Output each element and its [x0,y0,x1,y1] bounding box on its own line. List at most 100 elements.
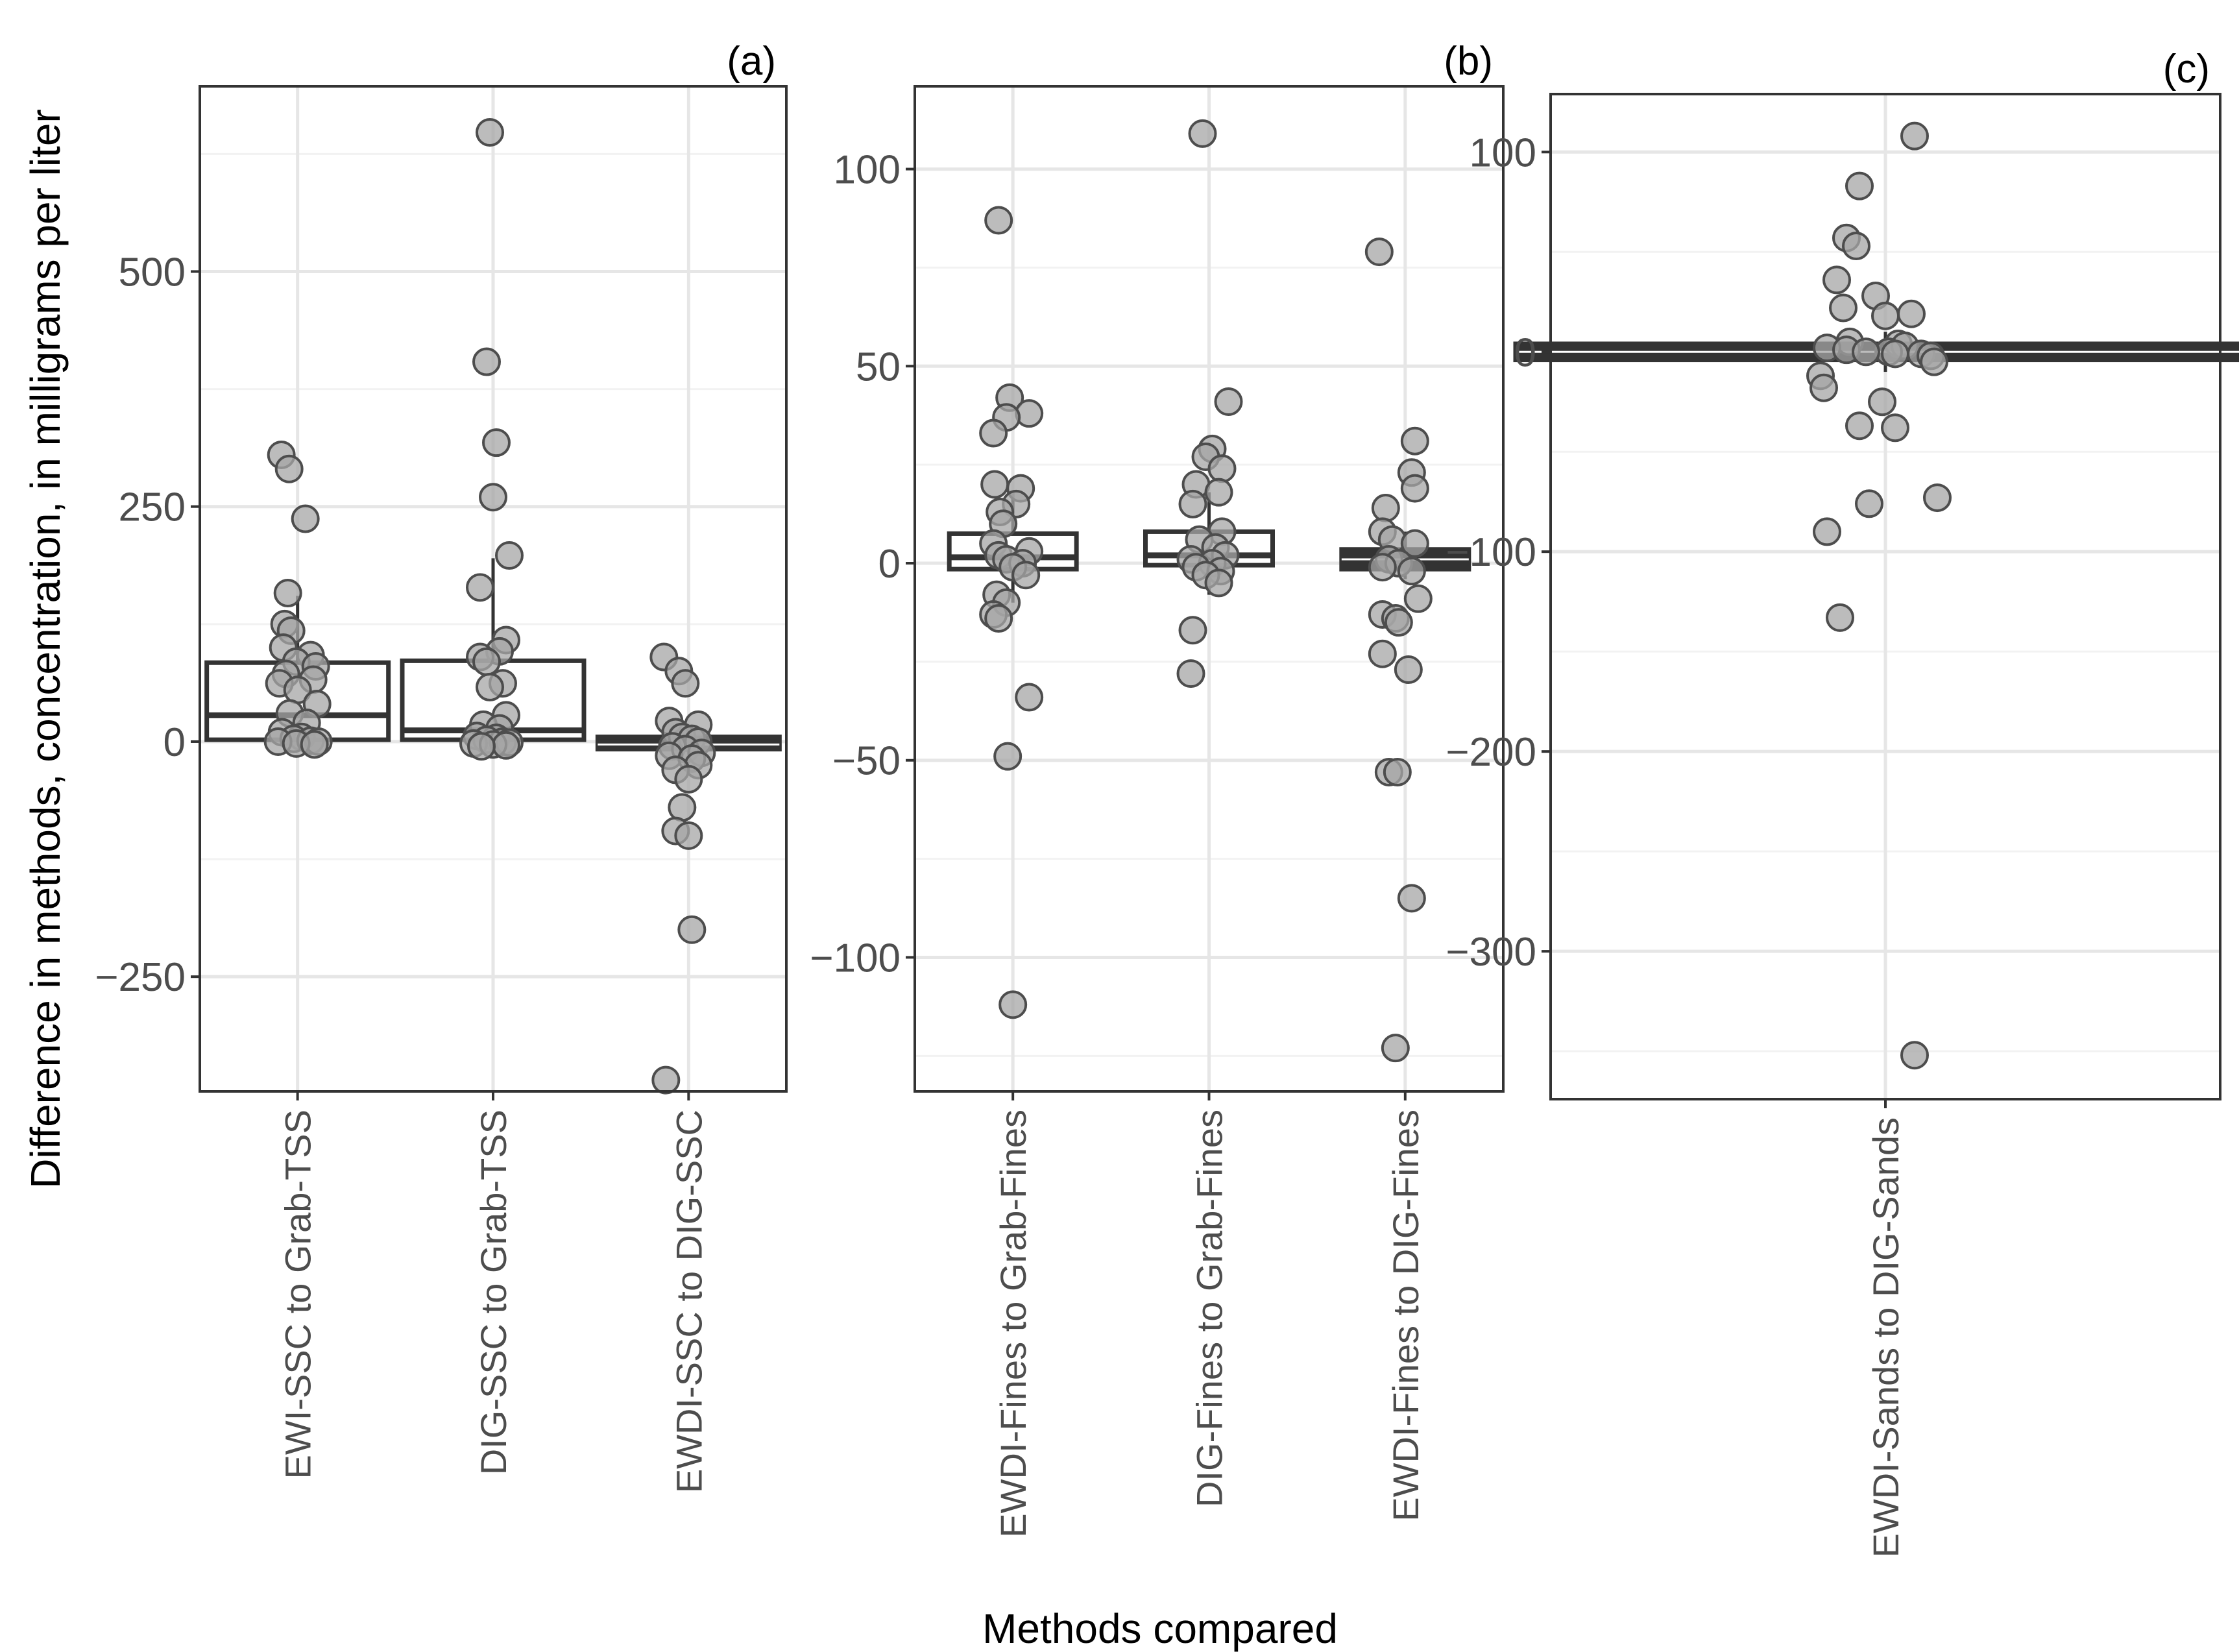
data-point [1371,493,1400,522]
data-point [1015,683,1044,712]
data-point [1881,339,1909,369]
y-tick-label: 100 [1470,130,1536,175]
x-category-label: EWDI-Sands to DIG-Sands [1865,1117,1906,1557]
y-tick-label: 250 [119,485,186,530]
data-point [1176,659,1205,688]
data-point [1207,454,1237,483]
y-tick-label: 0 [878,542,901,587]
data-point [1214,387,1243,416]
data-point [1855,489,1883,518]
data-point [1403,584,1433,613]
data-point [1394,655,1423,685]
data-point [1920,347,1948,376]
data-point [1871,301,1900,330]
data-point [993,742,1023,771]
y-tick-label: −100 [1446,530,1536,575]
data-point [984,604,1013,633]
y-tick-label: 0 [1514,330,1536,375]
x-category-label: EWDI-Fines to Grab-Fines [993,1110,1034,1538]
data-point [1900,1041,1929,1070]
data-point [1188,119,1217,148]
panel-tag: (b) [1444,39,1493,84]
data-point [674,764,703,794]
data-point [1364,237,1394,267]
data-point [479,483,507,512]
data-point [677,915,707,944]
data-point [1829,293,1858,322]
data-point [492,731,520,760]
data-point [482,428,511,457]
x-axis-title: Methods compared [982,1605,1338,1652]
y-tick-label: 100 [834,148,901,193]
data-point [472,347,501,376]
data-point [1178,489,1207,518]
y-tick-label: 0 [163,720,186,765]
data-point [980,470,1010,499]
data-point [998,990,1028,1019]
data-point [495,541,524,570]
panel-c: −300 −200 −100 0 100 EWDI-Sands to DIG-Sands (… [1446,47,2239,1557]
data-point [1397,884,1426,913]
data-point [1923,483,1952,513]
x-category-label: DIG-SSC to Grab-TSS [473,1110,514,1475]
data-point [1822,265,1851,295]
data-point [1397,557,1426,586]
y-axis-title: Difference in methods, concentration, in… [22,109,69,1189]
y-tick-label: 500 [119,250,186,295]
data-point [1881,413,1909,443]
panel-tag: (c) [2163,47,2210,91]
data-point [1845,171,1874,200]
y-tick-label: −250 [95,955,186,1000]
data-point [1368,553,1397,582]
data-point [1368,639,1397,668]
data-point [274,454,304,483]
data-point [1204,568,1233,598]
y-tick-label: −300 [1446,930,1536,975]
data-point [1809,373,1838,402]
data-point [1384,608,1413,637]
y-tick-label: −100 [810,936,901,980]
data-point [1826,603,1854,632]
data-point [1381,1034,1410,1063]
data-point [476,672,504,701]
data-point [1900,121,1929,151]
x-category-label: EWDI-Fines to DIG-Fines [1385,1110,1426,1522]
data-point [651,1065,681,1095]
data-point [1868,387,1896,417]
data-point [1400,529,1429,558]
data-point [300,730,329,759]
x-category-label: DIG-Fines to Grab-Fines [1189,1110,1230,1507]
data-point [472,647,501,676]
data-point [291,504,320,533]
data-point [1383,757,1412,786]
data-point [1204,478,1233,507]
data-point [466,573,494,602]
panel-tag: (a) [727,39,776,84]
data-point [979,419,1008,448]
panel-b: −100 −50 0 50 100 EWDI-Fines to Grab-Fines DIG… [810,39,1505,1538]
data-point [467,732,496,761]
y-tick-label: −200 [1446,730,1536,775]
data-point [1842,232,1870,261]
data-point [1897,299,1926,328]
data-point [668,793,697,822]
data-point [476,118,504,147]
panel-a: −250 0 250 500 EWI-SSC to Grab-TSS DIG-SSC to… [95,39,788,1493]
data-point [1813,517,1841,546]
data-point [273,579,302,608]
data-point [671,669,700,698]
data-point [1400,426,1429,456]
data-point [674,821,703,850]
x-category-label: EWI-SSC to Grab-TSS [278,1110,319,1479]
data-point [1011,561,1041,590]
data-point [984,206,1013,235]
y-tick-label: −50 [832,739,901,784]
data-point [1852,337,1880,367]
y-tick-label: 50 [856,345,901,389]
data-point [1400,474,1429,503]
data-point [1845,411,1874,441]
data-point [1178,616,1207,645]
x-category-label: EWDI-SSC to DIG-SSC [668,1110,709,1493]
